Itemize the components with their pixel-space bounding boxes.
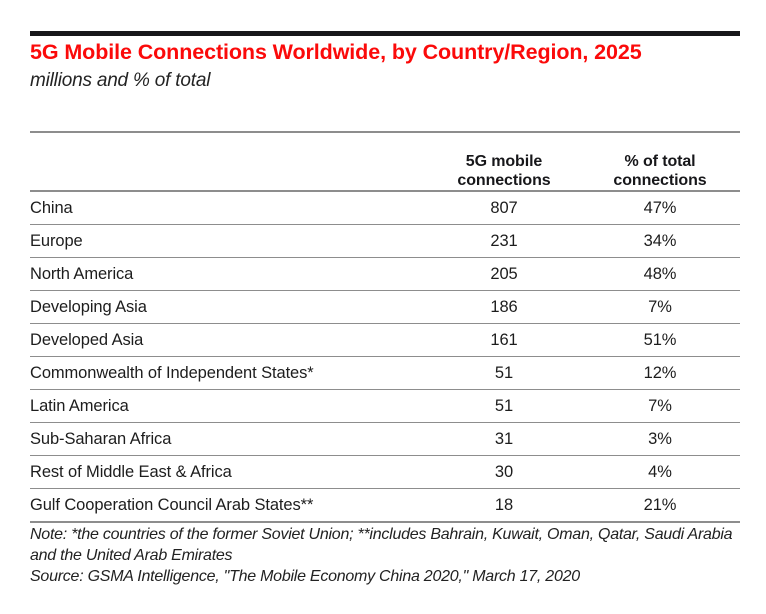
table-row: China 807 47% <box>30 191 740 225</box>
cell-percent: 47% <box>580 191 740 225</box>
table-body: China 807 47% Europe 231 34% North America 205 4… <box>30 191 740 523</box>
cell-percent: 51% <box>580 323 740 357</box>
note-text: Note: *the countries of the former Sovie… <box>30 526 733 564</box>
cell-percent: 4% <box>580 455 740 489</box>
cell-region: Rest of Middle East & Africa <box>30 455 428 489</box>
column-header-connections: 5G mobile connections <box>428 131 580 192</box>
cell-connections: 51 <box>428 356 580 390</box>
cell-connections: 807 <box>428 191 580 225</box>
cell-percent: 7% <box>580 290 740 324</box>
cell-percent: 21% <box>580 488 740 523</box>
cell-connections: 31 <box>428 422 580 456</box>
column-header-region <box>30 131 428 192</box>
cell-region: Commonwealth of Independent States* <box>30 356 428 390</box>
data-table: 5G mobile connections % of total connect… <box>30 131 740 523</box>
source-text: Source: GSMA Intelligence, "The Mobile E… <box>30 568 580 585</box>
cell-region: Latin America <box>30 389 428 423</box>
cell-connections: 18 <box>428 488 580 523</box>
column-header-percent-line2: connections <box>613 172 707 189</box>
cell-region: North America <box>30 257 428 291</box>
cell-percent: 34% <box>580 224 740 258</box>
cell-percent: 12% <box>580 356 740 390</box>
table-header: 5G mobile connections % of total connect… <box>30 131 740 192</box>
table-header-row: 5G mobile connections % of total connect… <box>30 131 740 192</box>
table-row: Rest of Middle East & Africa 30 4% <box>30 455 740 489</box>
cell-region: Gulf Cooperation Council Arab States** <box>30 488 428 523</box>
cell-connections: 161 <box>428 323 580 357</box>
cell-connections: 186 <box>428 290 580 324</box>
cell-region: Europe <box>30 224 428 258</box>
footnotes: Note: *the countries of the former Sovie… <box>30 524 742 587</box>
table-row: Developed Asia 161 51% <box>30 323 740 357</box>
table-row: Sub-Saharan Africa 31 3% <box>30 422 740 456</box>
cell-region: China <box>30 191 428 225</box>
table-row: Latin America 51 7% <box>30 389 740 423</box>
cell-region: Developing Asia <box>30 290 428 324</box>
table-row: Commonwealth of Independent States* 51 12% <box>30 356 740 390</box>
column-header-connections-line2: connections <box>457 172 551 189</box>
title-block: 5G Mobile Connections Worldwide, by Coun… <box>30 40 730 93</box>
cell-percent: 3% <box>580 422 740 456</box>
page-title: 5G Mobile Connections Worldwide, by Coun… <box>30 40 642 64</box>
column-header-percent: % of total connections <box>580 131 740 192</box>
table-row: Developing Asia 186 7% <box>30 290 740 324</box>
table-row: Europe 231 34% <box>30 224 740 258</box>
cell-connections: 51 <box>428 389 580 423</box>
cell-percent: 48% <box>580 257 740 291</box>
table-row: Gulf Cooperation Council Arab States** 18… <box>30 488 740 523</box>
cell-percent: 7% <box>580 389 740 423</box>
chart-subtitle: millions and % of total <box>30 70 211 91</box>
top-divider-rule <box>30 31 740 36</box>
cell-connections: 30 <box>428 455 580 489</box>
column-header-connections-line1: 5G mobile <box>465 153 543 170</box>
cell-connections: 205 <box>428 257 580 291</box>
cell-connections: 231 <box>428 224 580 258</box>
table-row: North America 205 48% <box>30 257 740 291</box>
column-header-percent-line1: % of total <box>624 153 696 170</box>
chart-card: 5G Mobile Connections Worldwide, by Coun… <box>30 0 740 614</box>
cell-region: Sub-Saharan Africa <box>30 422 428 456</box>
cell-region: Developed Asia <box>30 323 428 357</box>
